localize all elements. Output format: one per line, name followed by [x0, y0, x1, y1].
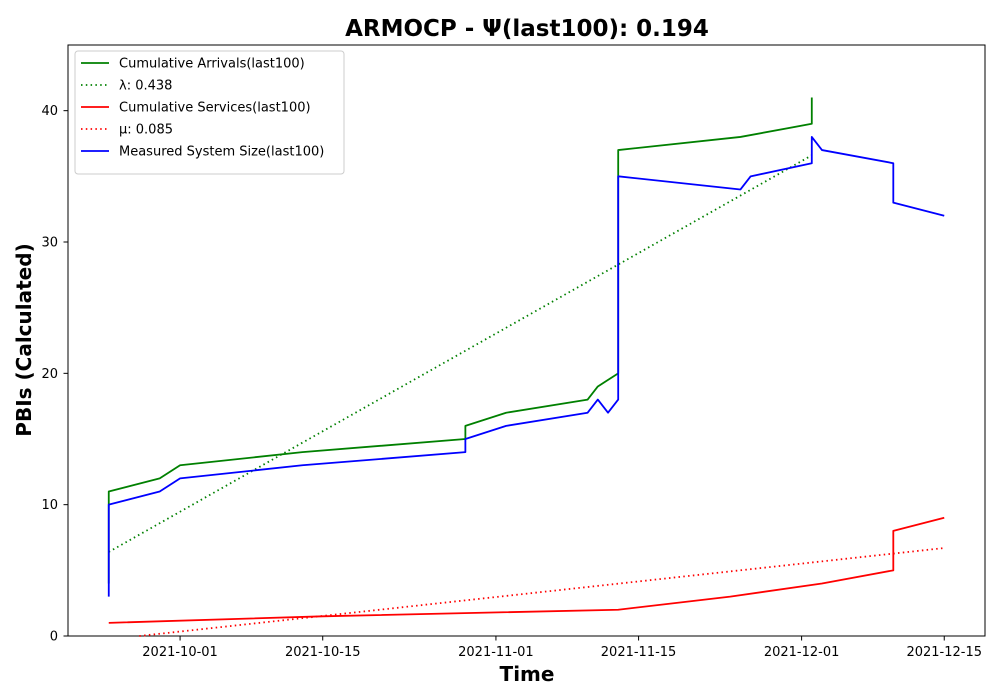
series-line-2 — [108, 516, 945, 624]
legend-label-0: Cumulative Arrivals(last100) — [119, 57, 305, 72]
plot-frame — [67, 44, 986, 637]
legend-label-4: Measured System Size(last100) — [119, 145, 324, 160]
y-tick-label-1: 10 — [41, 498, 58, 513]
x-tick-label-1: 2021-10-15 — [285, 645, 361, 660]
y-tick-label-0: 0 — [50, 630, 58, 645]
x-axis: 2021-10-01 2021-10-15 2021-11-01 2021-11-15… — [142, 636, 982, 660]
y-tick-label-3: 30 — [41, 236, 58, 251]
x-tick-label-0: 2021-10-01 — [142, 645, 218, 660]
legend-label-1: λ: 0.438 — [119, 79, 172, 94]
legend-label-2: Cumulative Services(last100) — [119, 101, 311, 116]
series-line-1 — [108, 154, 813, 553]
y-axis-title: PBIs (Calculated) — [12, 243, 36, 436]
x-tick-label-4: 2021-12-01 — [764, 645, 840, 660]
series-line-3 — [139, 547, 945, 637]
legend: Cumulative Arrivals(last100) λ: 0.438 Cumu… — [74, 50, 345, 175]
plot-area: 2021-10-01 2021-10-15 2021-11-01 2021-11-15… — [41, 44, 986, 660]
y-tick-label-4: 40 — [41, 104, 58, 119]
x-tick-label-3: 2021-11-15 — [601, 645, 677, 660]
series-layer — [107, 97, 945, 637]
x-tick-label-5: 2021-12-15 — [906, 645, 982, 660]
chart-title: ARMOCP - Ψ(last100): 0.194 — [345, 16, 709, 42]
y-tick-label-2: 20 — [41, 367, 58, 382]
x-axis-title: Time — [500, 662, 555, 686]
y-axis: 0 10 20 30 40 — [41, 104, 68, 645]
legend-label-3: μ: 0.085 — [119, 123, 173, 138]
series-line-4 — [107, 136, 945, 597]
x-tick-label-2: 2021-11-01 — [458, 645, 534, 660]
legend-box — [74, 50, 345, 175]
series-line-0 — [107, 97, 813, 584]
